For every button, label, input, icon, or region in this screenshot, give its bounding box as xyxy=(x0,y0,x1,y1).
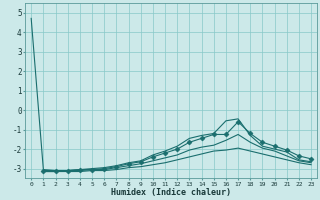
X-axis label: Humidex (Indice chaleur): Humidex (Indice chaleur) xyxy=(111,188,231,197)
